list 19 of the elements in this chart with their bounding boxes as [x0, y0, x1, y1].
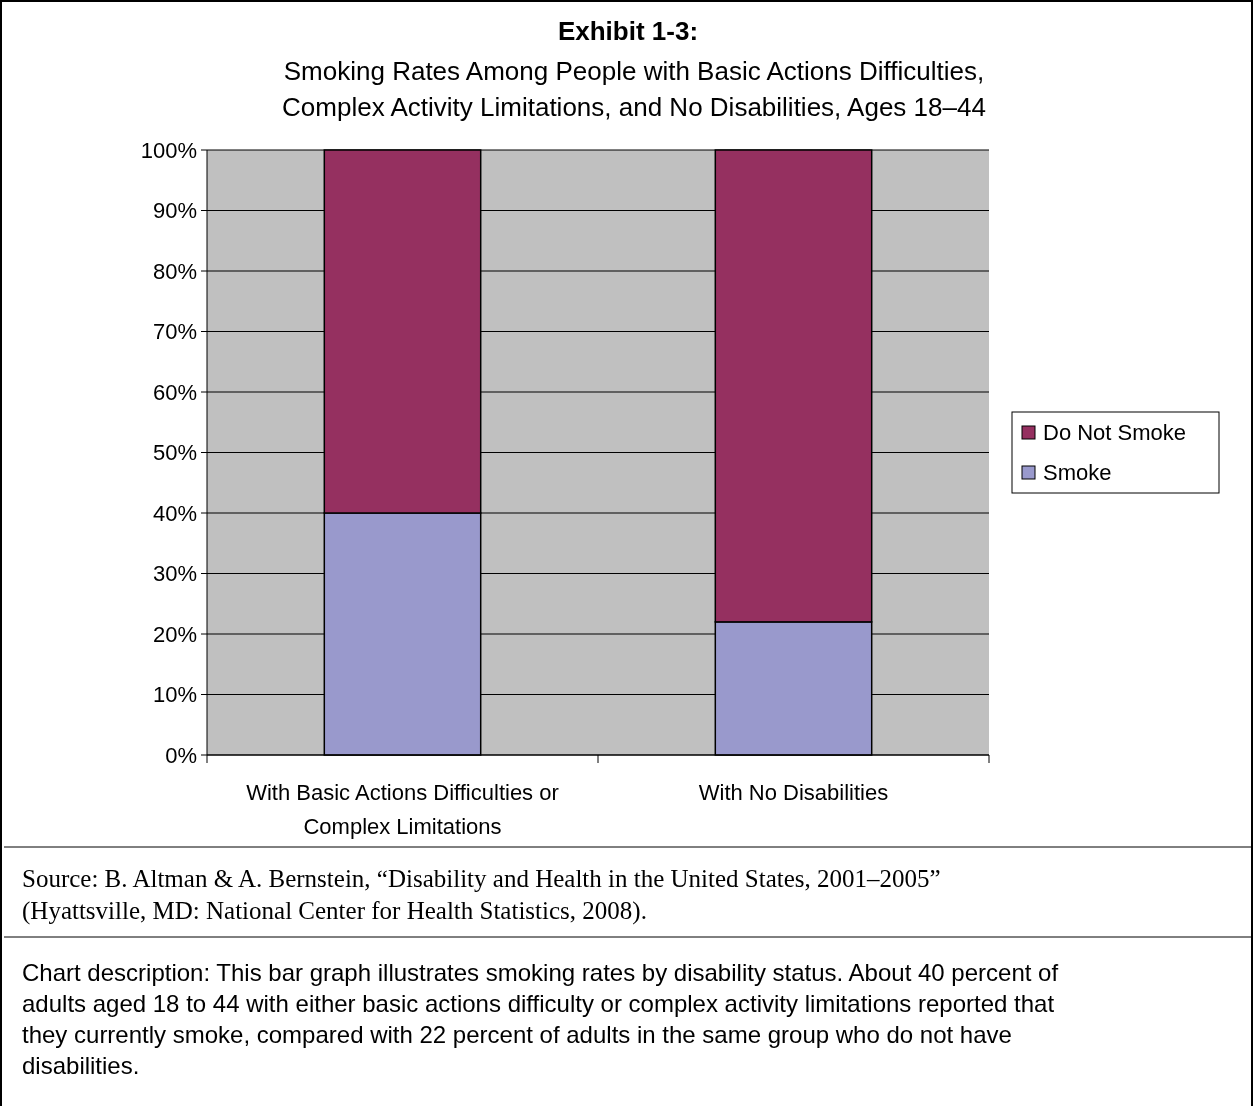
y-tick-label: 60% [152, 379, 197, 405]
x-tick-label: With Basic Actions Difficulties or Complex Limitations [246, 780, 559, 839]
source-note: Source: B. Altman & A. Bernstein, “Disability and Health in the United States, 2001–2005” (Hyattsville, MD: National Center for Health Statistics, 2008). [22, 865, 941, 925]
y-tick-label: 100% [140, 137, 197, 163]
y-tick-label: 10% [152, 682, 197, 708]
y-tick-label: 0% [165, 742, 197, 768]
chart-subtitle: Smoking Rates Among People with Basic Actions Difficulties, Complex Activity Limitations, and No Disabilities, Ages 18–44 [282, 56, 986, 122]
y-tick-label: 40% [152, 500, 197, 526]
y-tick-label: 90% [152, 198, 197, 224]
x-tick-label: With No Disabilities [698, 780, 889, 805]
y-tick-label: 20% [152, 621, 197, 647]
legend-label: Smoke [1043, 459, 1112, 485]
chart-title: Exhibit 1-3: [557, 16, 699, 46]
y-tick-label: 50% [152, 440, 197, 466]
legend-label: Do Not Smoke [1043, 419, 1187, 445]
y-tick-label: 80% [152, 258, 197, 284]
y-tick-label: 30% [152, 561, 197, 587]
text: Chart description: This bar graph illustrates smoking rates by disability status. About 40 percent of adults aged 18 to 44 with either basic actions difficulty or complex activity limitations reported that they currently smoke, compared with 22 percent of adults in the same group who do not have disabilities. [22, 959, 1059, 1079]
y-tick-label: 70% [152, 319, 197, 345]
